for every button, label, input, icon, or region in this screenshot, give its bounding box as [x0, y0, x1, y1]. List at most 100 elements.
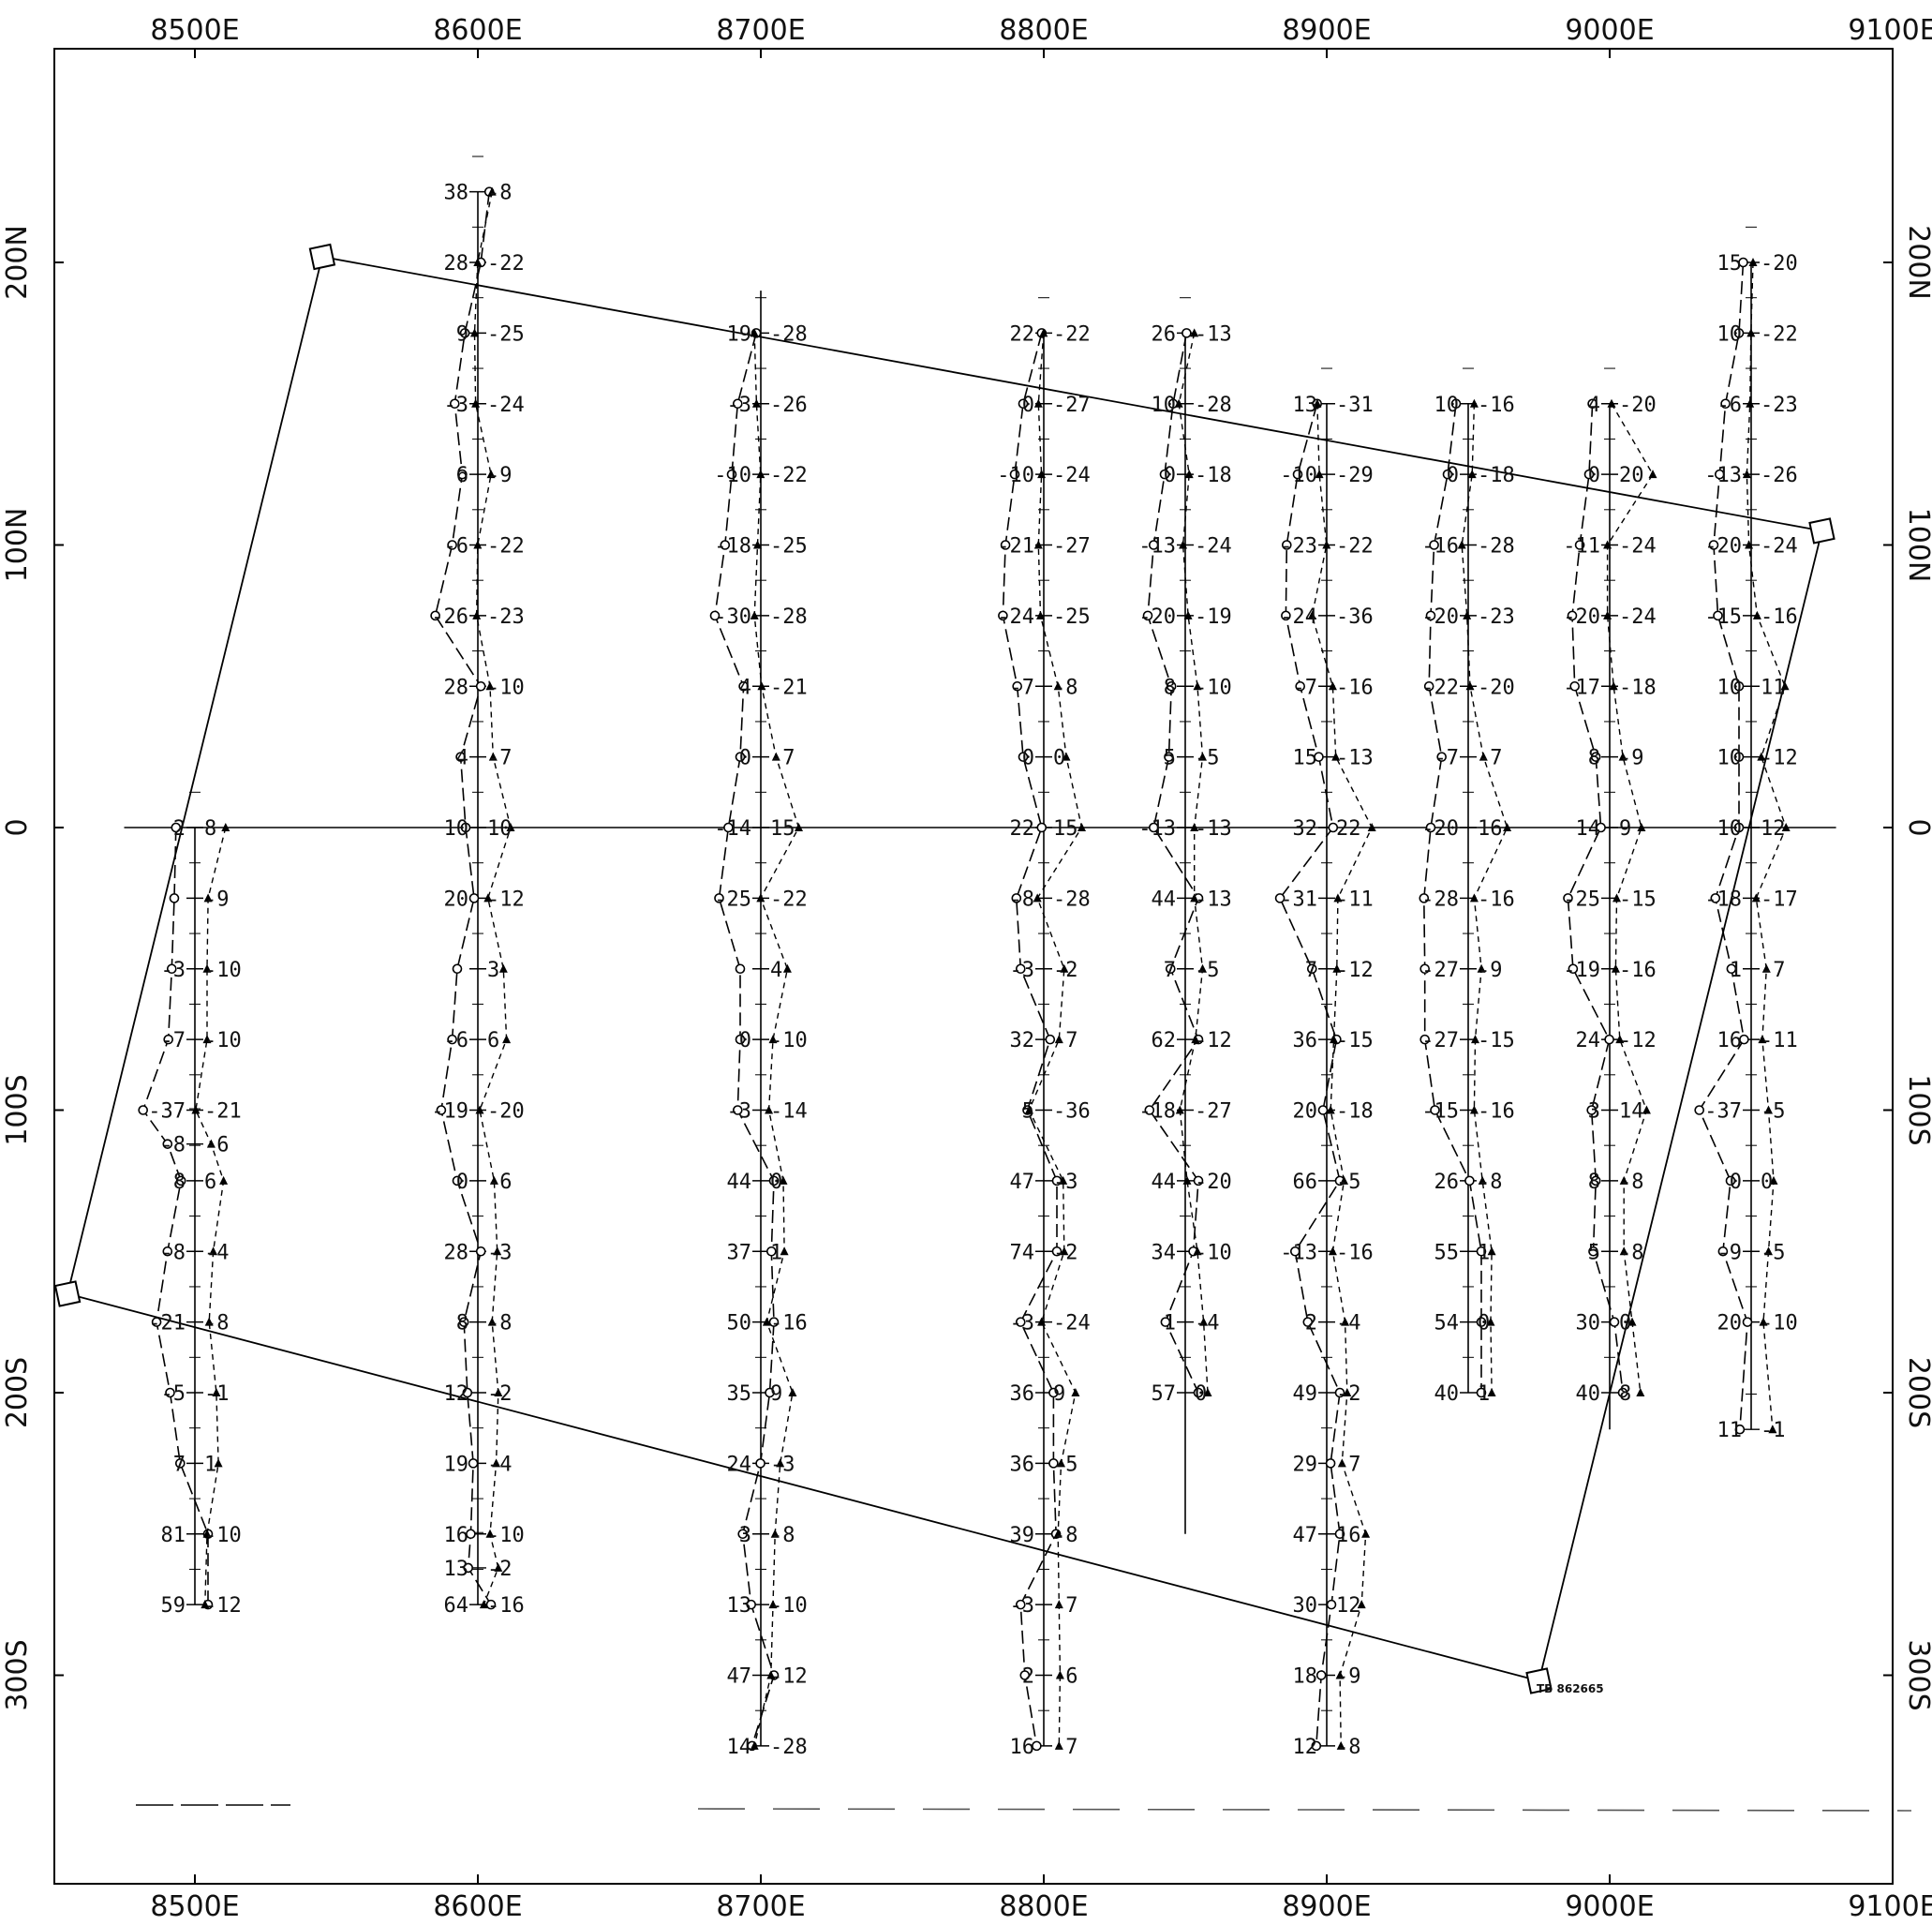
station-value-left: 36 [1010, 1382, 1035, 1406]
profile-point-circle [468, 893, 480, 903]
station-value-left: 30 [1576, 1312, 1601, 1336]
station-value-right: -7 [1053, 1029, 1078, 1052]
profile-point-triangle [1340, 1175, 1348, 1185]
station-value-right: -12 [1761, 747, 1798, 770]
profile-point-circle [735, 963, 746, 975]
profile-point-triangle [756, 470, 765, 479]
station-value-right: -27 [1195, 1100, 1232, 1124]
station-value-left: -13 [1280, 1241, 1317, 1264]
x-tick-label-bottom: 8800E [999, 1890, 1088, 1923]
profile-point-triangle [485, 681, 495, 691]
station-value-left: 0 [1022, 747, 1034, 770]
profile-point-triangle [202, 963, 212, 973]
profile-point-circle [1032, 1740, 1042, 1752]
station-value-left: 8 [1164, 676, 1176, 699]
station-value-right: 9 [1053, 1382, 1065, 1406]
station-value-right: -10 [204, 959, 242, 982]
station-value-left: 0 [1588, 464, 1600, 487]
station-value-right: 16 [1478, 817, 1503, 841]
profile-point-circle [1583, 469, 1595, 480]
station-value-right: 9 [1619, 817, 1631, 841]
profile-point-triangle [1465, 681, 1475, 691]
station-value-left: 35 [727, 1382, 752, 1406]
profile-point-circle [1590, 752, 1601, 762]
station-value-right: 14 [1619, 1100, 1644, 1124]
station-value-left: 15 [1293, 747, 1318, 770]
station-value-left: 22 [1010, 322, 1035, 346]
station-value-right: -25 [770, 535, 808, 559]
profile-point-circle [462, 1387, 473, 1398]
station-value-left: 8 [1588, 1171, 1600, 1194]
profile-point-circle [768, 1175, 780, 1186]
corner-marker [1808, 517, 1835, 545]
profile-point-circle [1193, 1175, 1204, 1186]
profile-point-circle [1430, 1105, 1440, 1115]
station-value-right: 9 [770, 1382, 782, 1406]
profile-point-triangle [1341, 1317, 1350, 1326]
profile-point-triangle [768, 1600, 778, 1609]
station-value-right: -8 [770, 1524, 795, 1547]
station-value-left: 10 [1717, 676, 1743, 699]
station-value-right: -22 [487, 252, 525, 276]
station-value-left: -8 [1010, 888, 1035, 911]
station-value-left: -13 [1138, 535, 1176, 559]
plot-frame [53, 48, 1894, 1885]
profile-point-circle [167, 963, 177, 975]
station-value-right: -7 [1478, 747, 1503, 770]
profile-point-circle [1476, 1317, 1487, 1327]
profile-long-dash [434, 191, 492, 1605]
station-value-left: 32 [1010, 1029, 1035, 1052]
station-value-left: 44 [727, 1171, 752, 1194]
profile-point-triangle [750, 1740, 759, 1750]
station-value-right: -28 [1478, 535, 1515, 559]
profile-point-circle [1048, 1387, 1059, 1398]
y-tick-label-right: 0 [1902, 818, 1932, 836]
profile-point-circle [169, 893, 180, 903]
station-value-left: 66 [1293, 1171, 1318, 1194]
station-value-right: -24 [1195, 535, 1232, 559]
profile-point-triangle [782, 963, 792, 973]
profile-point-triangle [1190, 823, 1199, 831]
profile-point-triangle [1746, 328, 1756, 337]
profile-point-triangle [203, 893, 213, 903]
profile-point-circle [1016, 963, 1026, 975]
profile-point-triangle [472, 610, 482, 619]
profile-point-circle [1160, 1317, 1171, 1327]
station-value-left: -22 [1421, 676, 1459, 699]
profile-point-triangle [1033, 398, 1043, 408]
profile-point-circle [1568, 963, 1579, 975]
station-value-right: -2 [487, 1558, 513, 1581]
profile-point-triangle [209, 1246, 218, 1256]
profile-point-triangle [502, 1035, 512, 1044]
profile-point-triangle [221, 823, 230, 831]
station-value-right: -7 [1336, 1453, 1361, 1476]
profile-point-triangle [770, 1529, 780, 1538]
station-value-left: -28 [1421, 888, 1459, 911]
profile-point-circle [1569, 680, 1580, 692]
profile-point-circle [1436, 752, 1447, 762]
profile-point-triangle [750, 328, 759, 337]
profile-point-triangle [214, 1458, 223, 1468]
station-value-left: -17 [1563, 676, 1600, 699]
station-value-right: -9 [204, 888, 230, 911]
station-value-right: -22 [1053, 322, 1091, 346]
station-value-left: 1 [1730, 959, 1742, 982]
profile-point-triangle [488, 752, 498, 761]
station-value-left: 16 [1010, 1736, 1035, 1759]
profile-point-triangle [762, 1317, 771, 1326]
station-value-left: 64 [444, 1594, 469, 1618]
profile-point-triangle [1467, 470, 1477, 479]
profile-point-triangle [1611, 963, 1620, 973]
station-value-left: 0 [739, 1029, 751, 1052]
profile-point-circle [1419, 1034, 1430, 1045]
profile-point-circle [458, 1317, 469, 1327]
profile-point-circle [755, 1458, 765, 1469]
station-value-right: 0 [770, 1171, 782, 1194]
station-value-left: 3 [739, 1524, 751, 1547]
station-value-right: 16 [1336, 1524, 1361, 1547]
profile-point-triangle [1746, 398, 1755, 408]
station-value-right: 8 [204, 817, 216, 841]
profile-point-triangle [1337, 1458, 1346, 1468]
profile-point-circle [1282, 540, 1292, 550]
station-value-left: -6 [444, 535, 469, 559]
